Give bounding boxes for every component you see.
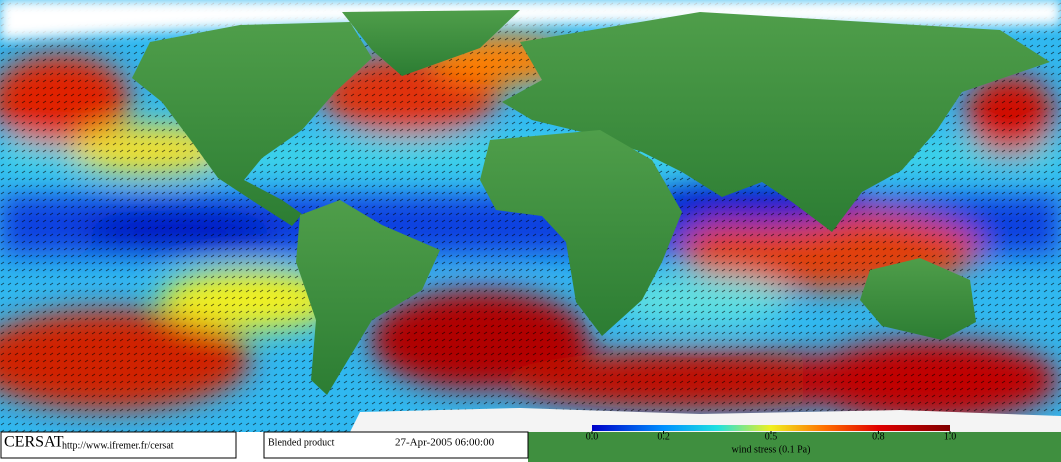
eurasia <box>502 12 1050 232</box>
greenland <box>342 10 520 76</box>
product: Blended product <box>268 437 335 448</box>
colorbar-tick-label: 0.0 <box>586 431 599 442</box>
sea-ice <box>0 0 1061 40</box>
colorbar-tick-label: 1.0 <box>944 431 957 442</box>
antarctica-strip <box>528 432 1061 462</box>
logo: CERSAT <box>4 434 64 451</box>
colorbar-tick-label: 0.8 <box>872 431 885 442</box>
url: http://www.ifremer.fr/cersat <box>62 440 174 451</box>
colorbar-tick-label: 0.2 <box>657 431 670 442</box>
continents <box>132 10 1061 432</box>
product-box <box>263 431 529 459</box>
colorbar <box>592 425 950 431</box>
colorbar-label: wind stress (0.1 Pa) <box>732 444 811 455</box>
australia <box>860 258 976 340</box>
north-america <box>132 22 372 226</box>
credit-box <box>0 431 237 459</box>
africa <box>480 130 682 336</box>
south-america <box>296 200 440 395</box>
ocean-field <box>0 0 1061 432</box>
timestamp: 27-Apr-2005 06:00:00 <box>395 437 495 449</box>
colorbar-tick-label: 0.5 <box>765 431 778 442</box>
